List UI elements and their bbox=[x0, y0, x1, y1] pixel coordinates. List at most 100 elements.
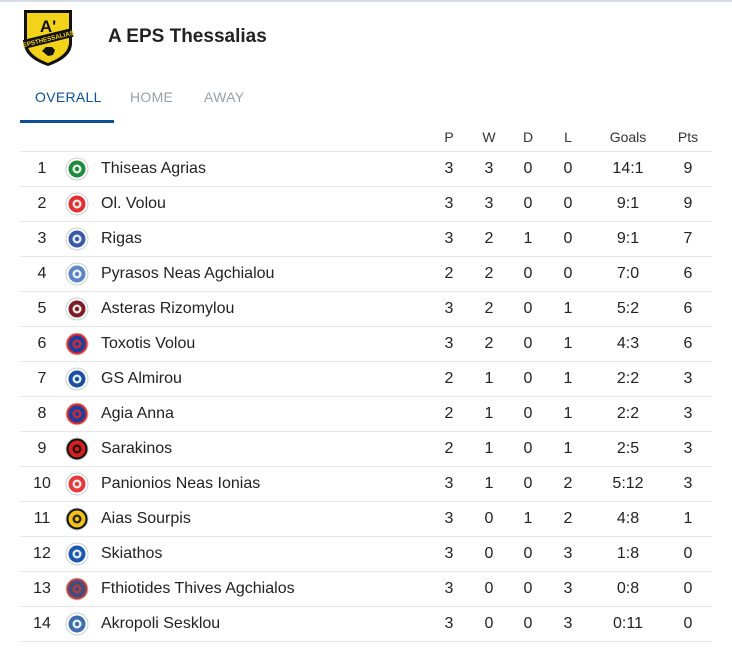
losses-cell: 3 bbox=[563, 580, 573, 597]
team-name[interactable]: GS Almirou bbox=[101, 370, 182, 387]
sarakinos-crest-icon[interactable] bbox=[65, 437, 89, 461]
akropoli-crest-icon[interactable] bbox=[65, 612, 89, 636]
losses-cell: 3 bbox=[563, 615, 573, 632]
wins-cell: 1 bbox=[484, 440, 494, 457]
points-cell: 0 bbox=[683, 580, 693, 597]
position-cell: 9 bbox=[37, 440, 47, 457]
draws-cell: 0 bbox=[523, 300, 533, 317]
league-logo-icon: A' EPSTHESSALIAS bbox=[22, 10, 75, 66]
goals-cell: 2:2 bbox=[616, 405, 640, 422]
table-row[interactable]: 2 Ol. Volou 3 3 0 0 9:1 9 bbox=[20, 186, 712, 221]
team-name[interactable]: Skiathos bbox=[101, 545, 163, 562]
position-cell: 8 bbox=[37, 405, 47, 422]
table-row[interactable]: 6 Toxotis Volou 3 2 0 1 4:3 6 bbox=[20, 326, 712, 361]
wins-cell: 0 bbox=[484, 510, 494, 527]
tab-away[interactable]: AWAY bbox=[204, 89, 245, 105]
tab-home[interactable]: HOME bbox=[130, 89, 174, 105]
played-cell: 3 bbox=[444, 545, 454, 562]
table-row[interactable]: 9 Sarakinos 2 1 0 1 2:5 3 bbox=[20, 431, 712, 466]
goals-cell: 7:0 bbox=[616, 265, 640, 282]
header-played: P bbox=[444, 129, 454, 145]
points-cell: 0 bbox=[683, 545, 693, 562]
asteras-crest-icon[interactable] bbox=[65, 297, 89, 321]
wins-cell: 2 bbox=[484, 300, 494, 317]
wins-cell: 3 bbox=[484, 195, 494, 212]
position-cell: 3 bbox=[37, 230, 47, 247]
header-points: Pts bbox=[677, 129, 699, 145]
team-name[interactable]: Ol. Volou bbox=[101, 195, 166, 212]
table-row[interactable]: 4 Pyrasos Neas Agchialou 2 2 0 0 7:0 6 bbox=[20, 256, 712, 291]
table-row[interactable]: 13 Fthiotides Thives Agchialos 3 0 0 3 0:8 0 bbox=[20, 571, 712, 606]
table-row[interactable]: 5 Asteras Rizomylou 3 2 0 1 5:2 6 bbox=[20, 291, 712, 326]
team-name[interactable]: Akropoli Sesklou bbox=[101, 615, 221, 632]
position-cell: 4 bbox=[37, 265, 47, 282]
table-row[interactable]: 3 Rigas 3 2 1 0 9:1 7 bbox=[20, 221, 712, 256]
skiathos-crest-icon[interactable] bbox=[65, 542, 89, 566]
team-name[interactable]: Sarakinos bbox=[101, 440, 173, 457]
played-cell: 3 bbox=[444, 580, 454, 597]
draws-cell: 0 bbox=[523, 335, 533, 352]
panionios-crest-icon[interactable] bbox=[65, 472, 89, 496]
goals-cell: 2:2 bbox=[616, 370, 640, 387]
team-name[interactable]: Panionios Neas Ionias bbox=[101, 475, 261, 492]
rigas-crest-icon[interactable] bbox=[65, 227, 89, 251]
wins-cell: 0 bbox=[484, 615, 494, 632]
position-cell: 12 bbox=[33, 545, 51, 562]
losses-cell: 0 bbox=[563, 265, 573, 282]
draws-cell: 0 bbox=[523, 545, 533, 562]
losses-cell: 0 bbox=[563, 230, 573, 247]
team-name[interactable]: Aias Sourpis bbox=[101, 510, 191, 527]
wins-cell: 2 bbox=[484, 335, 494, 352]
active-tab-indicator bbox=[20, 120, 114, 123]
agia-anna-crest-icon[interactable] bbox=[65, 402, 89, 426]
points-cell: 1 bbox=[683, 510, 693, 527]
losses-cell: 0 bbox=[563, 160, 573, 177]
thiseas-crest-icon[interactable] bbox=[65, 157, 89, 181]
table-row[interactable]: 11 Aias Sourpis 3 0 1 2 4:8 1 bbox=[20, 501, 712, 536]
table-row[interactable]: 1 Thiseas Agrias 3 3 0 0 14:1 9 bbox=[20, 151, 712, 186]
played-cell: 3 bbox=[444, 335, 454, 352]
table-row[interactable]: 7 GS Almirou 2 1 0 1 2:2 3 bbox=[20, 361, 712, 396]
toxotis-crest-icon[interactable] bbox=[65, 332, 89, 356]
header-wins: W bbox=[482, 129, 496, 145]
losses-cell: 0 bbox=[563, 195, 573, 212]
points-cell: 3 bbox=[683, 405, 693, 422]
almirou-crest-icon[interactable] bbox=[65, 367, 89, 391]
losses-cell: 2 bbox=[563, 475, 573, 492]
aias-crest-icon[interactable] bbox=[65, 507, 89, 531]
tab-bar: OVERALL HOME AWAY bbox=[20, 86, 732, 123]
team-name[interactable]: Agia Anna bbox=[101, 405, 174, 422]
position-cell: 7 bbox=[37, 370, 47, 387]
wins-cell: 1 bbox=[484, 405, 494, 422]
position-cell: 14 bbox=[33, 615, 51, 632]
played-cell: 3 bbox=[444, 510, 454, 527]
points-cell: 3 bbox=[683, 475, 693, 492]
draws-cell: 1 bbox=[523, 230, 533, 247]
table-row[interactable]: 8 Agia Anna 2 1 0 1 2:2 3 bbox=[20, 396, 712, 431]
team-name[interactable]: Toxotis Volou bbox=[101, 335, 196, 352]
goals-cell: 9:1 bbox=[616, 230, 640, 247]
table-row[interactable]: 10 Panionios Neas Ionias 3 1 0 2 5:12 3 bbox=[20, 466, 712, 501]
team-name[interactable]: Asteras Rizomylou bbox=[101, 300, 235, 317]
table-row[interactable]: 14 Akropoli Sesklou 3 0 0 3 0:11 0 bbox=[20, 606, 712, 642]
wins-cell: 1 bbox=[484, 475, 494, 492]
losses-cell: 1 bbox=[563, 335, 573, 352]
team-name[interactable]: Rigas bbox=[101, 230, 142, 247]
goals-cell: 0:8 bbox=[616, 580, 640, 597]
losses-cell: 1 bbox=[563, 370, 573, 387]
goals-cell: 1:8 bbox=[616, 545, 640, 562]
pyrasos-crest-icon[interactable] bbox=[65, 262, 89, 286]
played-cell: 3 bbox=[444, 300, 454, 317]
tab-overall[interactable]: OVERALL bbox=[35, 89, 102, 105]
fthiotides-crest-icon[interactable] bbox=[65, 577, 89, 601]
draws-cell: 0 bbox=[523, 195, 533, 212]
olvolou-crest-icon[interactable] bbox=[65, 192, 89, 216]
header-losses: L bbox=[564, 129, 572, 145]
draws-cell: 0 bbox=[523, 440, 533, 457]
team-name[interactable]: Fthiotides Thives Agchialos bbox=[101, 580, 295, 597]
draws-cell: 0 bbox=[523, 475, 533, 492]
team-name[interactable]: Thiseas Agrias bbox=[101, 160, 206, 177]
played-cell: 3 bbox=[444, 195, 454, 212]
team-name[interactable]: Pyrasos Neas Agchialou bbox=[101, 265, 275, 282]
table-row[interactable]: 12 Skiathos 3 0 0 3 1:8 0 bbox=[20, 536, 712, 571]
